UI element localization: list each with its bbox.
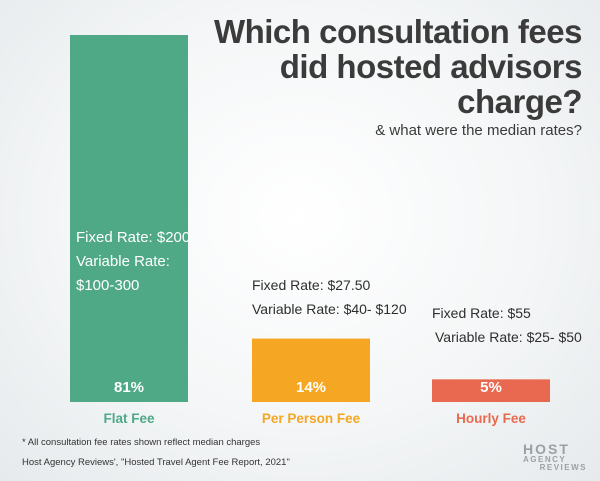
value-label-flat-fee: 81% xyxy=(114,379,144,396)
source-note: Host Agency Reviews', "Hosted Travel Age… xyxy=(22,457,290,468)
annotation-variable-rate: Variable Rate: xyxy=(76,253,170,270)
category-label-per-person-fee: Per Person Fee xyxy=(262,411,361,426)
annotation-fixed-rate: Fixed Rate: $55 xyxy=(432,305,531,321)
bar-per-person-fee xyxy=(252,338,370,402)
chart-title: Which consultation fees did hosted advis… xyxy=(213,13,583,120)
annotation-per-person-fee: Fixed Rate: $27.50 Variable Rate: $40- $… xyxy=(252,273,407,321)
host-agency-reviews-logo: HOST AGENCY REVIEWS xyxy=(523,442,587,476)
bar-flat-fee xyxy=(70,35,188,402)
annotation-variable-range: $100-300 xyxy=(76,277,140,294)
chart-subtitle: & what were the median rates? xyxy=(375,122,582,139)
annotation-variable-rate: Variable Rate: $40- $120 xyxy=(252,301,407,317)
bar-hourly-fee xyxy=(432,379,550,402)
value-label-hourly-fee: 5% xyxy=(480,379,502,396)
logo-line-3: REVIEWS xyxy=(539,463,587,472)
logo-line-1: HOST xyxy=(523,441,570,457)
value-label-per-person-fee: 14% xyxy=(296,379,326,396)
logo-line-2: AGENCY xyxy=(523,455,567,464)
annotation-variable-rate: Variable Rate: $25- $50 xyxy=(435,329,582,345)
footnote: * All consultation fee rates shown refle… xyxy=(22,437,261,448)
annotation-hourly-fee: Fixed Rate: $55 Variable Rate: $25- $50 xyxy=(432,301,582,349)
annotation-flat-fee: Fixed Rate: $200 Variable Rate: $100-300 xyxy=(76,226,190,298)
category-label-hourly-fee: Hourly Fee xyxy=(456,411,526,426)
annotation-fixed-rate: Fixed Rate: $200 xyxy=(76,229,191,246)
annotation-fixed-rate: Fixed Rate: $27.50 xyxy=(252,277,371,293)
category-label-flat-fee: Flat Fee xyxy=(103,411,155,426)
